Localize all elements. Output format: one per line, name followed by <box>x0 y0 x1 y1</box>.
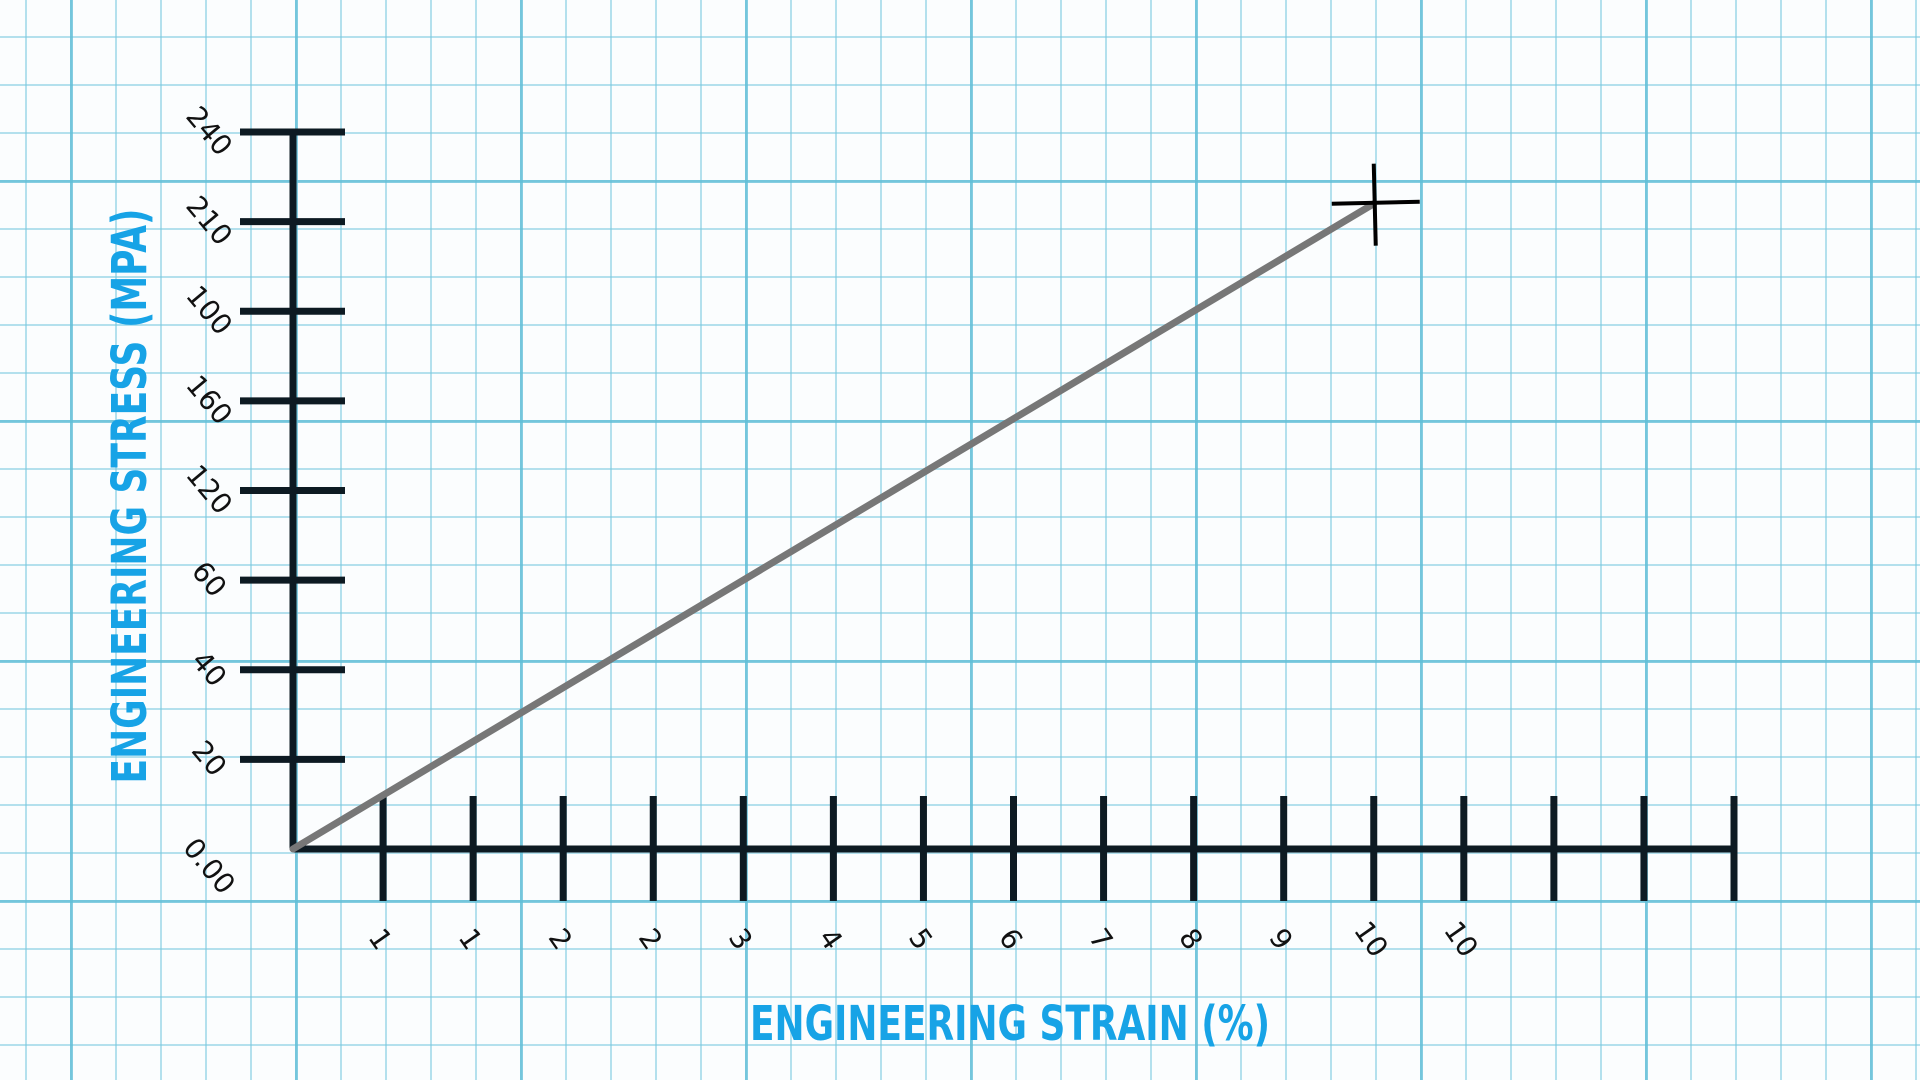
y-tick-label: 60 <box>185 555 233 604</box>
data-line <box>289 200 1378 853</box>
x-tick-label: 8 <box>1172 922 1209 956</box>
end-marker <box>1331 163 1420 246</box>
y-tick-label: 210 <box>179 190 239 252</box>
marker-stroke <box>1371 163 1378 246</box>
y-tick-label: 160 <box>179 369 239 431</box>
y-tick-label: 120 <box>179 458 239 520</box>
y-axis-title: ENGINEERING STRESS (MPA) <box>102 209 158 784</box>
y-tick-label: 40 <box>185 645 233 694</box>
x-tick-label: 7 <box>1082 922 1119 956</box>
x-tick-label: 2 <box>542 922 579 956</box>
x-tick-label: 3 <box>722 922 759 956</box>
x-tick-label: 5 <box>902 922 939 956</box>
y-tick-label: 100 <box>179 279 239 341</box>
x-tick-label: 10 <box>1437 915 1484 963</box>
y-tick-label: 240 <box>179 100 239 162</box>
x-tick-label: 6 <box>992 922 1029 956</box>
x-tick-label: 1 <box>452 922 489 956</box>
x-tick-label: 2 <box>632 922 669 956</box>
x-tick-label: 4 <box>812 922 849 956</box>
x-tick-label: 1 <box>362 922 399 956</box>
x-axis-title: ENGINEERING STRAIN (%) <box>750 996 1270 1052</box>
x-tick-label: 10 <box>1347 915 1394 963</box>
y-tick-label: 20 <box>185 734 233 783</box>
x-tick-label: 9 <box>1262 922 1299 956</box>
y-tick-label: 0.00 <box>176 832 241 901</box>
